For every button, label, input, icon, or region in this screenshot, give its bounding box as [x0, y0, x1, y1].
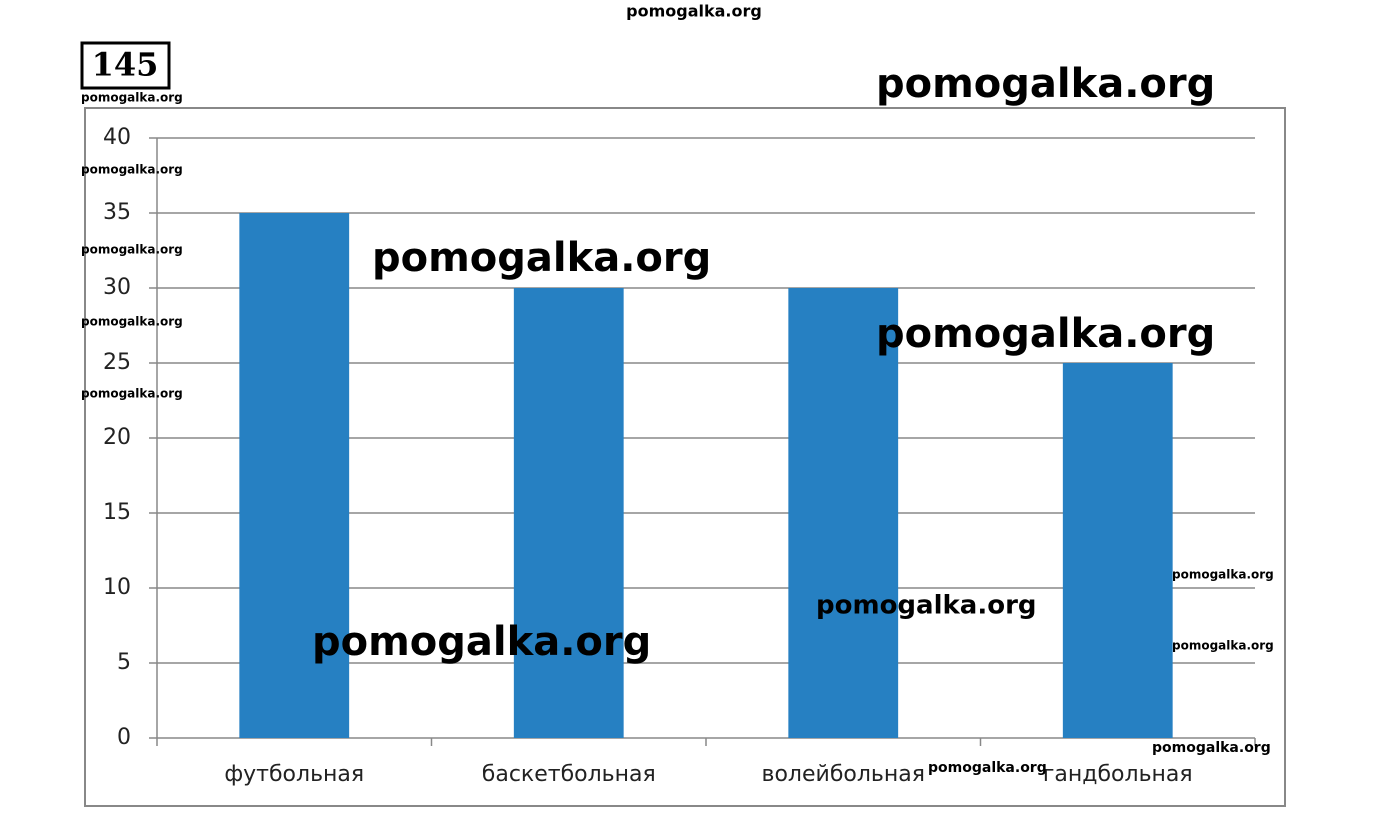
- watermark: pomogalka.org: [1152, 740, 1271, 756]
- bar: [513, 288, 624, 738]
- y-tick-label: 20: [103, 425, 131, 450]
- watermark: pomogalka.org: [1172, 639, 1274, 653]
- watermark: pomogalka.org: [81, 91, 183, 105]
- x-tick-label: гандбольная: [1043, 762, 1193, 787]
- problem-number: 145: [92, 46, 159, 84]
- watermark: pomogalka.org: [928, 760, 1047, 776]
- watermark: pomogalka.org: [81, 163, 183, 177]
- watermark: pomogalka.org: [876, 61, 1215, 107]
- x-tick-label: футбольная: [224, 762, 364, 787]
- y-tick-label: 5: [117, 650, 131, 675]
- watermark: pomogalka.org: [81, 243, 183, 257]
- watermark: pomogalka.org: [81, 387, 183, 401]
- y-tick-label: 0: [117, 725, 131, 750]
- chart-frame: [84, 107, 1286, 807]
- number-box: [80, 41, 171, 90]
- watermark: pomogalka.org: [876, 311, 1215, 357]
- watermark: pomogalka.org: [816, 591, 1037, 621]
- y-tick-label: 35: [103, 200, 131, 225]
- y-tick-label: 10: [103, 575, 131, 600]
- y-tick-label: 30: [103, 275, 131, 300]
- watermark: pomogalka.org: [1172, 568, 1274, 582]
- y-tick-label: 15: [103, 500, 131, 525]
- x-tick-label: волейбольная: [762, 762, 925, 787]
- watermark: pomogalka.org: [626, 2, 762, 21]
- x-tick-label: баскетбольная: [482, 762, 656, 787]
- watermark: pomogalka.org: [81, 315, 183, 329]
- bar: [239, 213, 350, 738]
- y-tick-label: 40: [103, 125, 131, 150]
- y-tick-label: 25: [103, 350, 131, 375]
- bar: [1062, 363, 1173, 738]
- watermark: pomogalka.org: [372, 235, 711, 281]
- watermark: pomogalka.org: [312, 619, 651, 665]
- bar: [788, 288, 899, 738]
